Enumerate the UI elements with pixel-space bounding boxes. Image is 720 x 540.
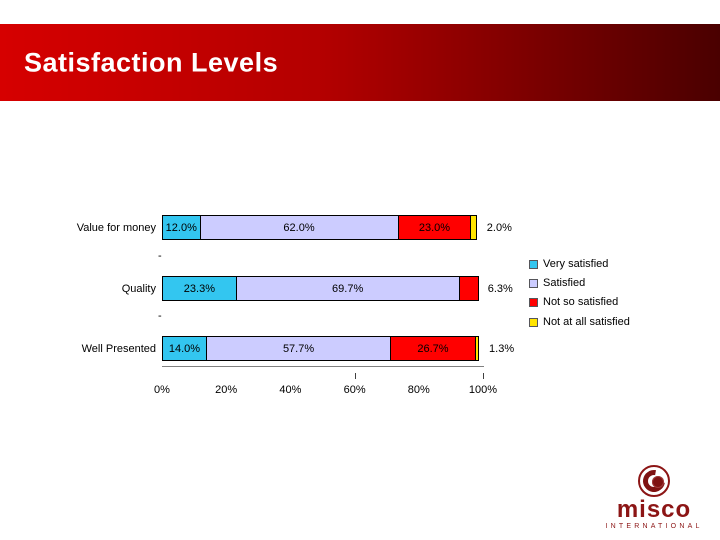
segment-label: 23.0% [418, 221, 451, 234]
axis-tick [354, 373, 356, 379]
category-label: Value for money [76, 221, 156, 234]
title-banner: Satisfaction Levels [0, 24, 720, 101]
blank-category-marker: - [158, 250, 162, 262]
legend-label: Not at all satisfied [543, 316, 630, 328]
legend-label: Very satisfied [543, 258, 609, 270]
category-label: Well Presented [81, 342, 156, 355]
segment-label: 23.3% [183, 282, 215, 295]
axis-tick [483, 373, 484, 379]
legend-swatch [529, 259, 538, 269]
bar-segment [474, 336, 480, 361]
outside-label: 6.3% [487, 282, 513, 295]
misco-logo: misco INTERNATIONAL [596, 465, 712, 530]
axis-tick-label: 20% [215, 384, 238, 396]
axis-tick-label: 100% [468, 384, 498, 396]
misco-logo-icon [638, 465, 670, 497]
segment-label: 57.7% [282, 342, 315, 355]
slide-title: Satisfaction Levels [24, 47, 279, 77]
segment-label: 14.0% [168, 342, 201, 355]
bar-row: 23.3% 69.7% [162, 276, 479, 301]
legend-swatch [529, 297, 538, 307]
legend-swatch [529, 278, 538, 288]
segment-label: 62.0% [283, 221, 315, 234]
bar-segment: 14.0% [162, 336, 207, 361]
axis-tick-label: 80% [407, 384, 430, 396]
globe-icon [652, 476, 664, 488]
bar-segment [458, 276, 479, 301]
segment-label: 69.7% [332, 282, 364, 295]
blank-category-marker: - [158, 310, 162, 322]
logo-wordmark: misco [616, 496, 692, 523]
bar-segment: 12.0% [162, 215, 201, 240]
bar-segment: 69.7% [235, 276, 460, 301]
bar-segment: 23.3% [162, 276, 237, 301]
bar-segment: 23.0% [397, 215, 472, 240]
axis-line [162, 366, 484, 367]
legend-item: Not at all satisfied [529, 316, 630, 328]
bar-row: 12.0% 62.0% 23.0% [162, 215, 477, 240]
legend-label: Satisfied [543, 277, 586, 289]
outside-label: 2.0% [486, 221, 512, 234]
legend-item: Very satisfied [529, 258, 608, 270]
bar-segment: 26.7% [390, 336, 476, 361]
legend-swatch [529, 317, 538, 327]
logo-subtext: INTERNATIONAL [605, 523, 703, 530]
segment-label: 12.0% [165, 221, 197, 234]
legend-item: Satisfied [529, 277, 585, 289]
bar-segment: 57.7% [205, 336, 392, 361]
bar-segment: 62.0% [199, 215, 399, 240]
outside-label: 1.3% [489, 342, 515, 355]
legend-label: Not so satisfied [543, 296, 619, 308]
category-label: Quality [121, 282, 156, 295]
axis-tick-label: 40% [279, 384, 302, 396]
axis-tick-label: 60% [343, 384, 366, 396]
segment-label: 26.7% [417, 342, 449, 355]
legend-item: Not so satisfied [529, 296, 618, 308]
bar-row: 14.0% 57.7% 26.7% [162, 336, 480, 361]
bar-segment [470, 215, 477, 240]
axis-tick-label: 0% [154, 384, 170, 396]
